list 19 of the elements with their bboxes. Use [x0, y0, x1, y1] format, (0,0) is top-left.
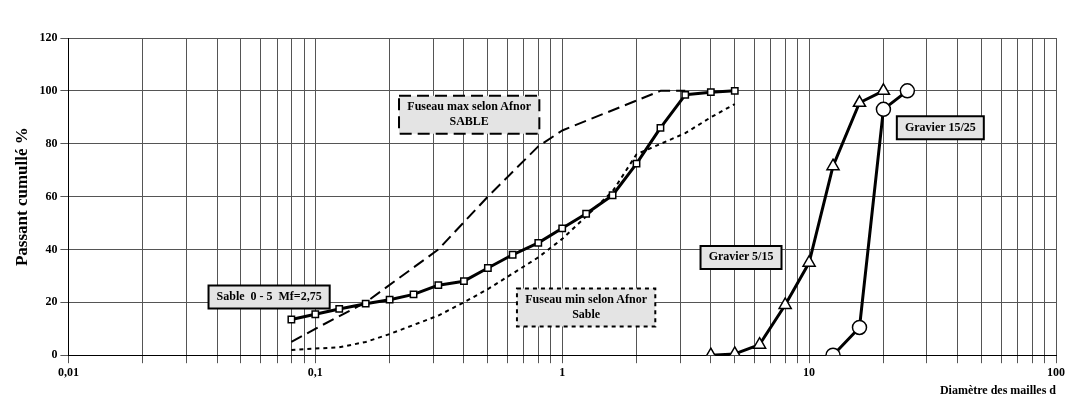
series-label: Fuseau min selon Afnor Sable [525, 292, 648, 322]
y-axis-title: Passant cumullé % [11, 127, 31, 267]
y-tick-label: 20 [45, 294, 58, 309]
x-tick-label: 100 [1047, 365, 1065, 380]
x-tick-label: 0,1 [307, 365, 323, 380]
text: Gravier 5/15 [708, 249, 774, 264]
y-tick-label: 100 [39, 82, 58, 97]
x-axis-title: Diamètre des mailles d [939, 382, 1057, 397]
y-tick-label: 120 [39, 30, 58, 45]
series-label: Fuseau max selon Afnor SABLE [407, 99, 532, 129]
y-tick-label: 40 [45, 241, 58, 256]
x-tick-label: 10 [803, 365, 816, 380]
series-label: Sable 0 - 5 Mf=2,75 [216, 289, 322, 304]
series-label: Gravier 15/25 [904, 119, 976, 134]
y-tick-label: 0 [51, 347, 58, 362]
x-tick-label: 0,01 [57, 365, 79, 380]
x-tick-label: 1 [559, 365, 566, 380]
y-tick-label: 80 [45, 135, 58, 150]
y-tick-label: 60 [45, 188, 58, 203]
